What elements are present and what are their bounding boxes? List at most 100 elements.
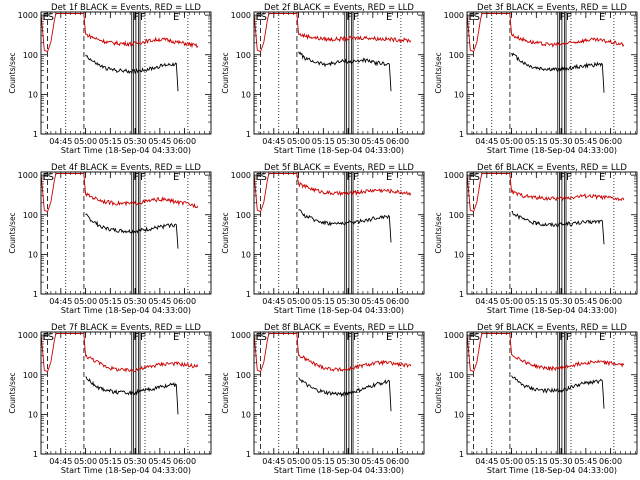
x-tick-label: 05:30 <box>550 457 573 466</box>
y-tick-label: 1000 <box>444 11 464 20</box>
x-tick-label: 05:00 <box>74 297 97 306</box>
x-tick-label: 05:45 <box>574 457 597 466</box>
y-tick-label: 1 <box>33 450 38 459</box>
series-line-lld <box>41 13 199 53</box>
x-tick-label: 05:30 <box>337 137 360 146</box>
x-tick-label: 05:00 <box>500 137 523 146</box>
x-axis-label: Start Time (18-Sep-04 04:33:00) <box>487 146 617 155</box>
marker-label-s: S <box>474 332 480 343</box>
marker-label-e: E <box>256 172 262 183</box>
marker-label-e: E <box>43 332 49 343</box>
x-tick-label: 05:45 <box>148 137 171 146</box>
panel-title: Det 5f BLACK = Events, RED = LLD <box>264 163 414 173</box>
marker-label-f: F <box>140 172 146 183</box>
series-line-lld <box>467 13 625 53</box>
x-tick-label: 05:30 <box>550 297 573 306</box>
marker-label-f: F <box>140 12 146 23</box>
series-line-lld <box>254 333 412 373</box>
x-axis-label: Start Time (18-Sep-04 04:33:00) <box>274 146 404 155</box>
panel-title: Det 1f BLACK = Events, RED = LLD <box>51 3 201 13</box>
series-line-events <box>511 52 605 93</box>
plot-frame <box>40 11 212 135</box>
x-tick-label: 05:45 <box>361 457 384 466</box>
marker-label-e: E <box>599 172 605 183</box>
y-tick-label: 100 <box>236 211 251 220</box>
marker-label-e: E <box>173 172 179 183</box>
marker-label-e: E <box>386 12 392 23</box>
x-axis-label: Start Time (18-Sep-04 04:33:00) <box>274 306 404 315</box>
panel-title: Det 6f BLACK = Events, RED = LLD <box>477 163 627 173</box>
panel-title: Det 8f BLACK = Events, RED = LLD <box>264 323 414 333</box>
marker-label-e: E <box>469 332 475 343</box>
x-tick-label: 06:00 <box>599 457 622 466</box>
series-line-events <box>298 209 392 243</box>
y-tick-label: 1000 <box>231 331 251 340</box>
x-tick-label: 05:45 <box>574 297 597 306</box>
y-tick-label: 1000 <box>18 11 38 20</box>
marker-label-f: F <box>559 332 565 343</box>
x-tick-label: 05:15 <box>525 457 548 466</box>
x-tick-label: 04:45 <box>475 137 498 146</box>
marker-label-f: F <box>346 332 352 343</box>
x-tick-label: 04:45 <box>262 297 285 306</box>
x-tick-label: 05:00 <box>74 137 97 146</box>
marker-label-f: F <box>353 12 359 23</box>
y-tick-label: 10 <box>454 410 464 419</box>
x-tick-label: 06:00 <box>386 457 409 466</box>
plot-frame <box>40 331 212 455</box>
x-tick-label: 04:45 <box>475 297 498 306</box>
x-tick-label: 05:00 <box>287 297 310 306</box>
x-tick-label: 05:30 <box>124 457 147 466</box>
marker-label-e: E <box>173 12 179 23</box>
marker-label-e: E <box>599 332 605 343</box>
marker-label-s: S <box>48 332 54 343</box>
marker-label-e: E <box>386 172 392 183</box>
panel-title: Det 2f BLACK = Events, RED = LLD <box>264 3 414 13</box>
x-tick-label: 04:45 <box>475 457 498 466</box>
marker-label-e: E <box>256 332 262 343</box>
y-tick-label: 1000 <box>444 171 464 180</box>
y-tick-label: 1 <box>33 130 38 139</box>
x-tick-label: 05:00 <box>74 457 97 466</box>
x-tick-label: 06:00 <box>386 297 409 306</box>
y-axis-label: Counts/sec <box>221 372 230 413</box>
marker-label-e: E <box>43 172 49 183</box>
plot-frame <box>253 11 425 135</box>
marker-label-f: F <box>566 12 572 23</box>
x-tick-label: 06:00 <box>599 297 622 306</box>
marker-label-s: S <box>261 172 267 183</box>
x-tick-label: 05:30 <box>550 137 573 146</box>
x-tick-label: 05:45 <box>148 297 171 306</box>
x-tick-label: 05:45 <box>361 297 384 306</box>
y-tick-label: 1000 <box>444 331 464 340</box>
series-line-lld <box>254 13 412 53</box>
marker-label-f: F <box>346 12 352 23</box>
y-tick-label: 1 <box>33 290 38 299</box>
marker-label-s: S <box>474 172 480 183</box>
x-axis-label: Start Time (18-Sep-04 04:33:00) <box>61 306 191 315</box>
y-tick-label: 1 <box>459 290 464 299</box>
marker-label-f: F <box>133 332 139 343</box>
y-tick-label: 10 <box>241 410 251 419</box>
panel-title: Det 3f BLACK = Events, RED = LLD <box>477 3 627 13</box>
marker-label-s: S <box>48 172 54 183</box>
x-tick-label: 04:45 <box>49 457 72 466</box>
x-tick-label: 04:45 <box>49 297 72 306</box>
y-tick-label: 10 <box>28 410 38 419</box>
y-axis-label: Counts/sec <box>221 52 230 93</box>
y-axis-label: Counts/sec <box>8 212 17 253</box>
marker-label-f: F <box>140 332 146 343</box>
y-tick-label: 100 <box>449 51 464 60</box>
panel-title: Det 7f BLACK = Events, RED = LLD <box>51 323 201 333</box>
y-axis-label: Counts/sec <box>434 52 443 93</box>
x-tick-label: 05:45 <box>148 457 171 466</box>
x-tick-label: 06:00 <box>173 137 196 146</box>
y-axis-label: Counts/sec <box>221 212 230 253</box>
plot-frame <box>466 331 638 455</box>
x-axis-label: Start Time (18-Sep-04 04:33:00) <box>61 466 191 475</box>
